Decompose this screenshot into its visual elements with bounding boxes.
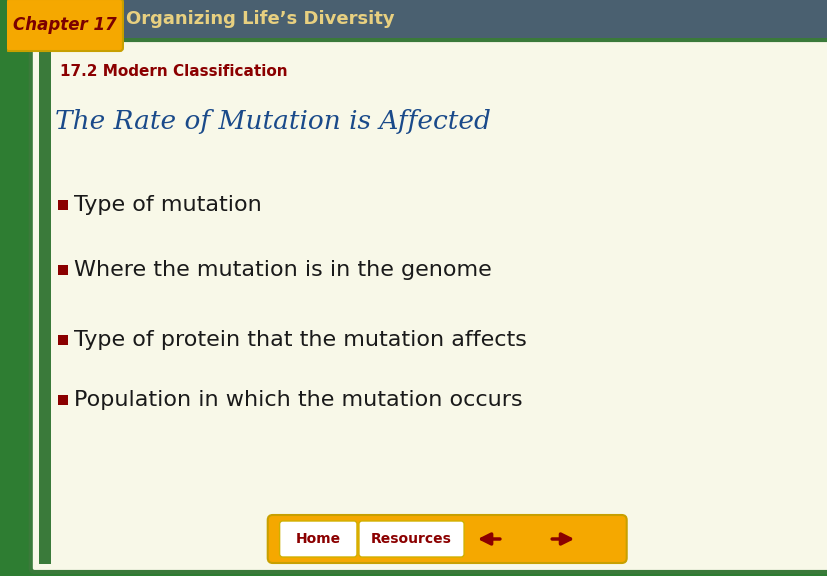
FancyBboxPatch shape	[31, 40, 827, 572]
FancyBboxPatch shape	[280, 521, 356, 557]
Text: Type of protein that the mutation affects: Type of protein that the mutation affect…	[74, 330, 527, 350]
Text: Resources: Resources	[370, 532, 452, 546]
Text: Chapter 17: Chapter 17	[12, 16, 116, 34]
Bar	[59, 335, 69, 345]
Text: 17.2 Modern Classification: 17.2 Modern Classification	[60, 65, 288, 79]
FancyBboxPatch shape	[267, 515, 626, 563]
Text: Home: Home	[295, 532, 341, 546]
Text: The Rate of Mutation is Affected: The Rate of Mutation is Affected	[55, 109, 490, 135]
Bar	[39, 48, 50, 564]
FancyBboxPatch shape	[359, 521, 463, 557]
Text: Where the mutation is in the genome: Where the mutation is in the genome	[74, 260, 491, 280]
Bar	[59, 265, 69, 275]
Text: Organizing Life’s Diversity: Organizing Life’s Diversity	[126, 10, 394, 28]
Text: Population in which the mutation occurs: Population in which the mutation occurs	[74, 390, 523, 410]
Bar	[7, 0, 827, 38]
Bar	[59, 395, 69, 405]
FancyBboxPatch shape	[6, 0, 122, 51]
Text: Type of mutation: Type of mutation	[74, 195, 262, 215]
Bar	[59, 200, 69, 210]
